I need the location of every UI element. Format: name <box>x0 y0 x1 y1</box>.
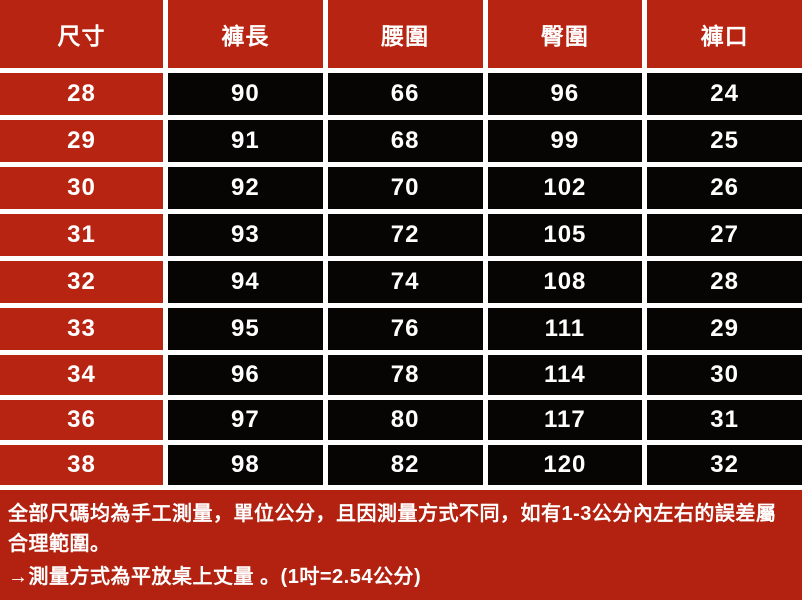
value-cell: 98 <box>168 445 323 485</box>
header-cell-3: 腰圍 <box>327 0 483 68</box>
header-cell-5: 褲口 <box>647 0 802 68</box>
value-cell: 120 <box>487 445 643 485</box>
value-cell: 95 <box>168 308 323 350</box>
value-cell: 24 <box>647 73 802 115</box>
value-cell: 90 <box>168 73 323 115</box>
value-cell: 66 <box>327 73 483 115</box>
size-cell: 33 <box>0 308 163 350</box>
note-line-1: 全部尺碼均為手工測量，單位公分，且因測量方式不同，如有1-3公分內左右的誤差屬 <box>8 503 777 525</box>
header-cell-2: 褲長 <box>168 0 323 68</box>
value-cell: 30 <box>647 355 802 395</box>
value-cell: 117 <box>487 400 643 440</box>
value-cell: 78 <box>327 355 483 395</box>
size-cell: 38 <box>0 445 163 485</box>
value-cell: 91 <box>168 120 323 162</box>
value-cell: 93 <box>168 214 323 256</box>
value-cell: 97 <box>168 400 323 440</box>
value-cell: 76 <box>327 308 483 350</box>
note-line-3: →測量方式為平放桌上丈量 。(1吋=2.54公分) <box>8 566 422 588</box>
size-cell: 30 <box>0 167 163 209</box>
value-cell: 92 <box>168 167 323 209</box>
size-cell: 34 <box>0 355 163 395</box>
value-cell: 70 <box>327 167 483 209</box>
size-cell: 36 <box>0 400 163 440</box>
value-cell: 28 <box>647 261 802 303</box>
note-line-2: 合理範圍。 <box>8 533 111 555</box>
value-cell: 72 <box>327 214 483 256</box>
value-cell: 32 <box>647 445 802 485</box>
value-cell: 82 <box>327 445 483 485</box>
value-cell: 29 <box>647 308 802 350</box>
header-cell-4: 臀圍 <box>487 0 643 68</box>
value-cell: 108 <box>487 261 643 303</box>
value-cell: 26 <box>647 167 802 209</box>
value-cell: 68 <box>327 120 483 162</box>
value-cell: 102 <box>487 167 643 209</box>
value-cell: 111 <box>487 308 643 350</box>
size-cell: 29 <box>0 120 163 162</box>
value-cell: 94 <box>168 261 323 303</box>
value-cell: 25 <box>647 120 802 162</box>
measurement-notes: 全部尺碼均為手工測量，單位公分，且因測量方式不同，如有1-3公分內左右的誤差屬 … <box>0 490 802 592</box>
size-cell: 32 <box>0 261 163 303</box>
size-cell: 31 <box>0 214 163 256</box>
value-cell: 105 <box>487 214 643 256</box>
value-cell: 114 <box>487 355 643 395</box>
size-cell: 28 <box>0 73 163 115</box>
value-cell: 27 <box>647 214 802 256</box>
value-cell: 96 <box>168 355 323 395</box>
value-cell: 74 <box>327 261 483 303</box>
value-cell: 99 <box>487 120 643 162</box>
value-cell: 80 <box>327 400 483 440</box>
size-chart-table: 尺寸 褲長 腰圍 臀圍 褲口 28 90 66 96 24 29 91 68 99 25 30 92 70 102 2… <box>0 0 802 490</box>
value-cell: 31 <box>647 400 802 440</box>
header-cell-1: 尺寸 <box>0 0 163 68</box>
value-cell: 96 <box>487 73 643 115</box>
